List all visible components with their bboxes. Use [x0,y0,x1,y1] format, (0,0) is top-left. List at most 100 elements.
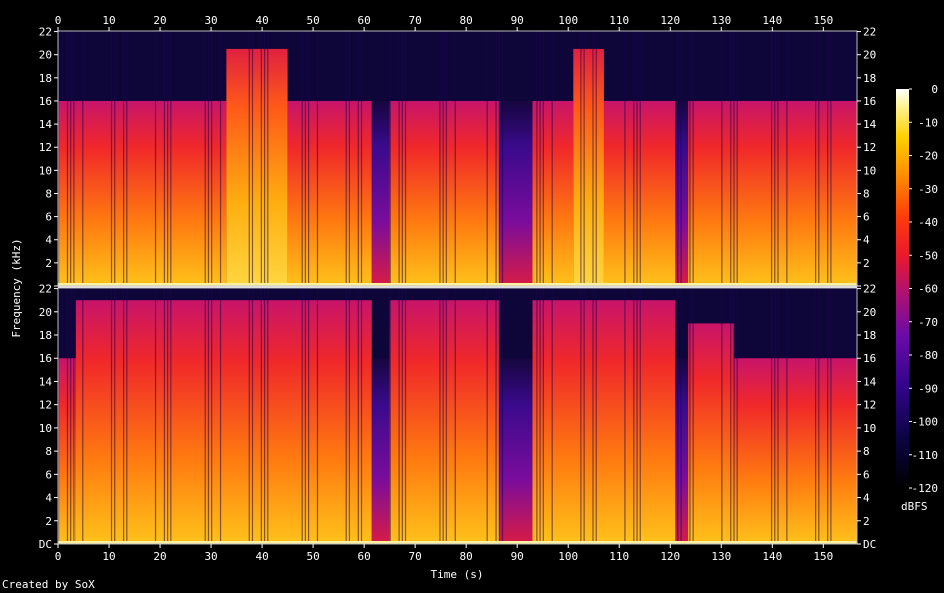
colorbar-tick-label: -100 [912,416,939,429]
transient-line [818,288,820,544]
y-tick-label: 16 [39,352,52,365]
transient-line [770,31,773,286]
spectrum-segment [371,100,390,286]
transient-line [542,288,544,544]
x-tick-label: 150 [813,550,833,563]
transient-line [501,288,504,544]
x-tick-label: 140 [762,14,782,27]
x-tick-label: 0 [55,550,62,563]
x-tick-label: 80 [460,550,473,563]
transient-line [542,31,544,286]
x-tick-label: 10 [102,550,115,563]
x-tick-label: 130 [711,14,731,27]
transient-line [70,288,72,544]
spectrum-segment [499,358,533,544]
spectrum-segment [734,358,857,544]
transient-line [304,31,306,286]
transient-line [389,31,391,286]
transient-line [624,288,626,544]
x-tick-label: 70 [409,14,422,27]
x-tick-label: 30 [204,550,217,563]
transient-line [308,288,310,544]
colorbar-tick-label: -90 [918,382,938,395]
transient-line [539,31,541,286]
transient-line [316,31,319,286]
y-tick-label: 4 [863,234,870,247]
transient-line [123,31,125,286]
transient-line [345,31,347,286]
transient-line [736,31,738,286]
y-axis-title: Frequency (kHz) [10,238,23,337]
y-tick-label: 12 [39,141,52,154]
y-tick-label: 22 [863,26,876,39]
y-tick-label: 14 [39,375,53,388]
transient-line [636,31,638,286]
colorbar-tick-label: -10 [918,116,938,129]
y-tick-label: 18 [39,72,52,85]
transient-line [251,31,254,286]
x-tick-label: 90 [511,550,524,563]
transient-line [633,288,635,544]
transient-line [786,288,788,544]
spectrum-segment [532,100,574,286]
transient-line [345,288,347,544]
transient-line [360,31,363,286]
colorbar-tick-label: -120 [912,482,939,495]
transient-line [495,288,497,544]
transient-line [818,31,820,286]
y-tick-label: 10 [863,422,876,435]
transient-line [360,288,363,544]
y-tick-label: 16 [39,95,52,108]
transient-line [73,288,75,544]
spectrum-segment [58,100,227,286]
spectrum-segment [499,100,533,286]
y-tick-label: 8 [863,187,870,200]
y-tick-label: 12 [39,399,52,412]
y-tick-label: 2 [863,515,870,528]
y-tick-label: 10 [39,422,52,435]
transient-line [498,288,500,544]
transient-line [539,288,541,544]
transient-line [82,288,84,544]
colorbar-tick-label: -30 [918,183,938,196]
y-tick-label: 2 [45,257,52,270]
transient-line [348,31,351,286]
transient-line [170,288,172,544]
spectrum-segment [688,323,735,544]
transient-line [401,31,403,286]
colorbar-tick-label: -110 [912,449,939,462]
colorbar-tick-label: -70 [918,316,938,329]
transient-line [733,288,735,544]
x-tick-label: 0 [55,14,62,27]
spectrum-segment [226,48,288,286]
y-tick-label: 20 [39,306,52,319]
spectrum-segment [573,48,604,286]
transient-line [82,31,84,286]
x-tick-label: 80 [460,14,473,27]
transient-line [692,288,694,544]
transient-line [404,288,407,544]
colorbar-tick-label: -60 [918,283,938,296]
transient-line [163,31,166,286]
y-tick-label: 20 [863,306,876,319]
transient-line [733,31,735,286]
transient-line [123,288,125,544]
transient-line [267,288,269,544]
y-tick-label: 16 [863,352,876,365]
transient-line [580,288,582,544]
transient-line [163,288,166,544]
transient-line [211,31,213,286]
channel-2-panel [58,288,857,544]
x-tick-label: 60 [358,14,371,27]
x-tick-label: 70 [409,550,422,563]
x-tick-label: 120 [660,14,680,27]
x-tick-label: 10 [102,14,115,27]
transient-line [774,288,776,544]
transient-line [815,288,817,544]
transient-line [454,288,456,544]
spectrum-segment [675,100,689,286]
transient-line [251,288,254,544]
transient-line [815,31,817,286]
